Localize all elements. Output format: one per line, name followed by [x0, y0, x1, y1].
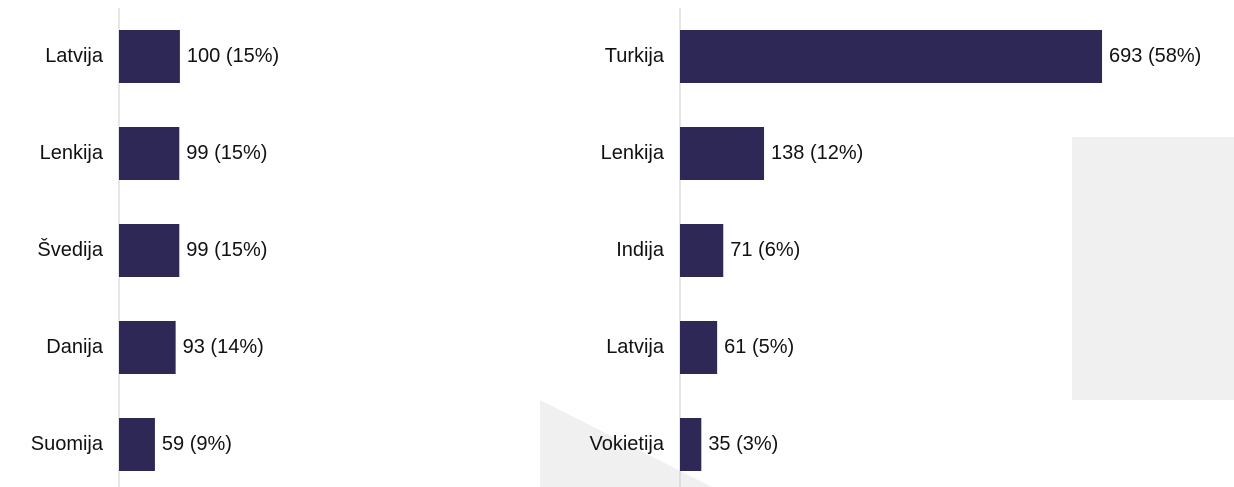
category-label: Švedija — [37, 238, 103, 261]
value-label: 100 (15%) — [187, 45, 279, 67]
category-label: Lenkija — [40, 142, 104, 164]
bar — [119, 127, 180, 180]
category-label: Latvija — [45, 45, 104, 67]
category-label: Turkija — [605, 45, 665, 67]
bar — [119, 418, 155, 471]
value-label: 59 (9%) — [162, 433, 232, 455]
category-label: Suomija — [31, 433, 104, 455]
background-panel — [1072, 137, 1234, 400]
bar — [119, 224, 180, 277]
bar — [119, 30, 180, 83]
value-label: 71 (6%) — [730, 239, 800, 261]
bar — [680, 127, 765, 180]
category-label: Vokietija — [590, 433, 665, 455]
value-label: 35 (3%) — [708, 433, 778, 455]
value-label: 61 (5%) — [724, 336, 794, 358]
category-label: Lenkija — [601, 142, 665, 164]
category-label: Indija — [616, 239, 665, 261]
value-label: 138 (12%) — [771, 142, 863, 164]
bar — [680, 321, 718, 374]
bar — [680, 418, 702, 471]
category-label: Latvija — [606, 336, 665, 358]
category-label: Danija — [46, 336, 104, 358]
bar — [680, 224, 724, 277]
bar — [680, 30, 1103, 83]
background-shape — [540, 400, 712, 487]
bar — [119, 321, 176, 374]
value-label: 693 (58%) — [1109, 45, 1201, 67]
value-label: 99 (15%) — [186, 142, 267, 164]
value-label: 93 (14%) — [183, 336, 264, 358]
value-label: 99 (15%) — [186, 239, 267, 261]
